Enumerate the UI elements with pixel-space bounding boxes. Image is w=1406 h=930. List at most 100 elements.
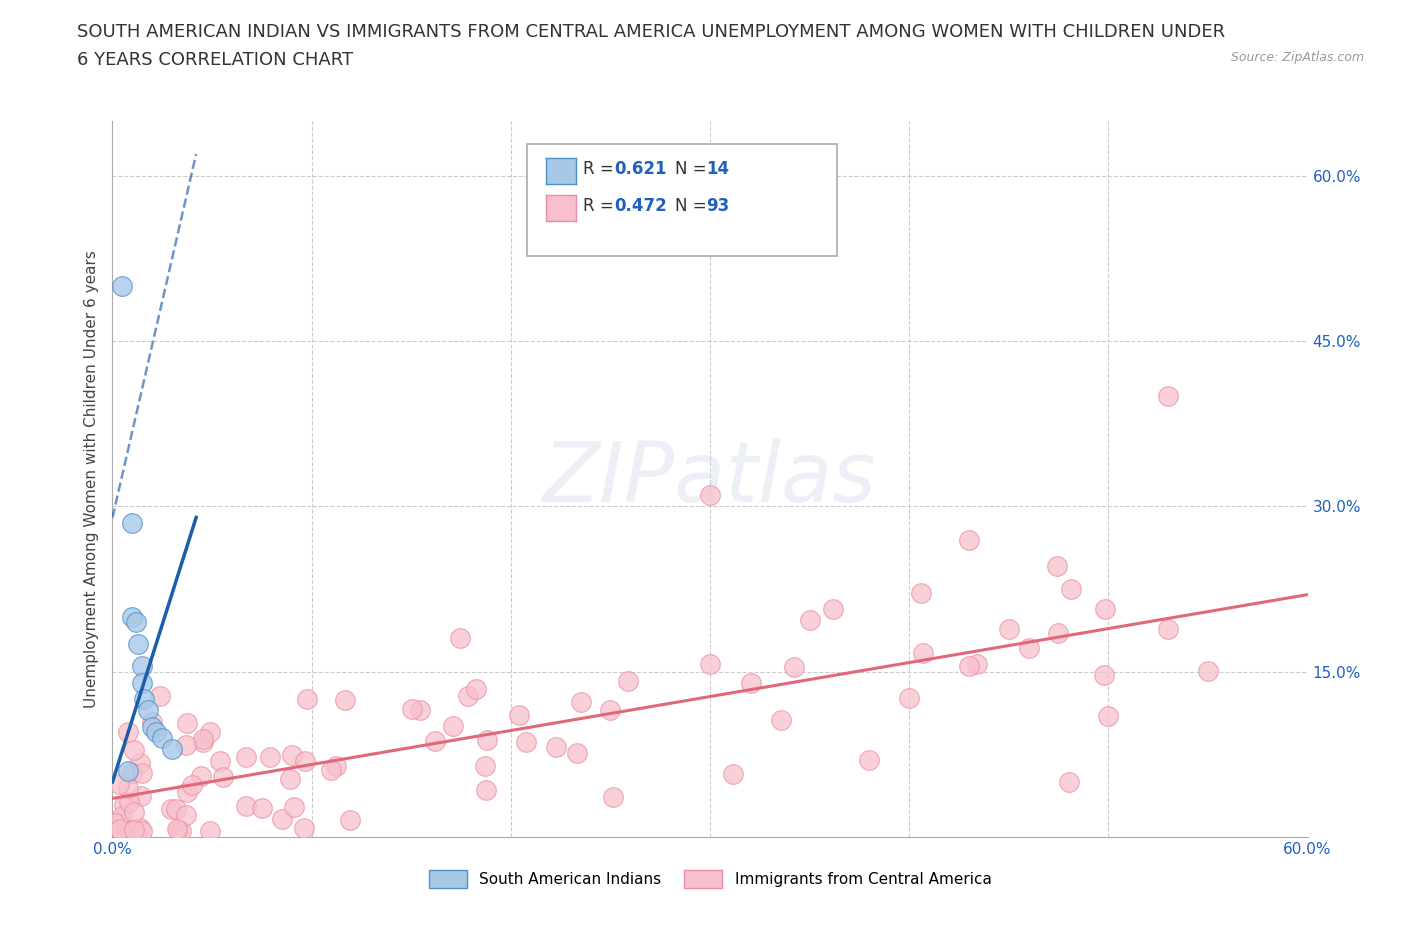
Point — [1157, 621, 1180, 636]
Point — [1094, 602, 1116, 617]
Point — [110, 808, 132, 823]
Text: N =: N = — [675, 197, 711, 216]
Point — [858, 752, 880, 767]
Point — [770, 712, 793, 727]
Point — [966, 657, 988, 671]
Point — [131, 765, 153, 780]
Point — [150, 730, 173, 745]
Point — [699, 488, 721, 503]
Point — [457, 689, 479, 704]
Point — [475, 782, 498, 797]
Point — [250, 800, 273, 815]
Point — [283, 799, 305, 814]
Text: 93: 93 — [706, 197, 730, 216]
Point — [423, 734, 446, 749]
Point — [129, 755, 152, 770]
Point — [957, 658, 980, 673]
Point — [125, 615, 148, 630]
Text: R =: R = — [583, 160, 620, 179]
Text: 0.621: 0.621 — [614, 160, 666, 179]
Point — [159, 802, 181, 817]
Point — [1046, 558, 1069, 573]
Legend: South American Indians, Immigrants from Central America: South American Indians, Immigrants from … — [423, 864, 997, 894]
Point — [176, 784, 198, 799]
Point — [783, 660, 806, 675]
Point — [325, 759, 347, 774]
Y-axis label: Unemployment Among Women with Children Under 6 years: Unemployment Among Women with Children U… — [83, 250, 98, 708]
Point — [740, 675, 762, 690]
Point — [176, 715, 198, 730]
Point — [281, 748, 304, 763]
Point — [121, 765, 143, 780]
Point — [166, 821, 188, 836]
Point — [333, 693, 356, 708]
Point — [131, 675, 153, 690]
Point — [174, 808, 197, 823]
Point — [121, 515, 143, 530]
Point — [270, 812, 292, 827]
Text: 0.472: 0.472 — [614, 197, 668, 216]
Point — [124, 743, 146, 758]
Point — [149, 688, 172, 703]
Point — [292, 821, 315, 836]
Point — [111, 279, 134, 294]
Point — [131, 658, 153, 673]
Point — [569, 695, 592, 710]
Point — [441, 719, 464, 734]
Point — [508, 708, 530, 723]
Point — [1092, 668, 1115, 683]
Point — [259, 750, 281, 764]
Point — [1046, 626, 1069, 641]
Point — [108, 777, 131, 791]
Point — [104, 815, 127, 830]
Point — [190, 768, 212, 783]
Point — [409, 702, 432, 717]
Point — [127, 637, 149, 652]
Point — [129, 789, 152, 804]
Point — [474, 759, 496, 774]
Text: R =: R = — [583, 197, 620, 216]
Point — [138, 703, 160, 718]
Point — [401, 702, 423, 717]
Point — [821, 602, 844, 617]
Point — [912, 645, 935, 660]
Point — [449, 631, 471, 645]
Point — [131, 824, 153, 839]
Point — [165, 802, 187, 817]
Point — [134, 692, 156, 707]
Text: Source: ZipAtlas.com: Source: ZipAtlas.com — [1230, 51, 1364, 64]
Point — [117, 724, 139, 739]
Text: 6 YEARS CORRELATION CHART: 6 YEARS CORRELATION CHART — [77, 51, 353, 69]
Point — [319, 763, 342, 777]
Point — [170, 824, 193, 839]
Point — [898, 691, 921, 706]
Point — [118, 795, 141, 810]
Point — [465, 682, 488, 697]
Point — [602, 790, 624, 804]
Point — [145, 724, 167, 739]
Point — [212, 770, 235, 785]
Point — [198, 824, 221, 839]
Text: 14: 14 — [706, 160, 728, 179]
Point — [1018, 641, 1040, 656]
Point — [141, 720, 163, 735]
Point — [180, 777, 202, 792]
Text: SOUTH AMERICAN INDIAN VS IMMIGRANTS FROM CENTRAL AMERICA UNEMPLOYMENT AMONG WOME: SOUTH AMERICAN INDIAN VS IMMIGRANTS FROM… — [77, 23, 1226, 41]
Point — [191, 734, 214, 749]
Text: N =: N = — [675, 160, 711, 179]
Point — [699, 657, 721, 671]
Point — [117, 780, 139, 795]
Point — [1097, 708, 1119, 723]
Point — [477, 733, 499, 748]
Point — [1197, 664, 1219, 679]
Point — [162, 741, 183, 756]
Point — [191, 732, 214, 747]
Text: ZIPatlas: ZIPatlas — [543, 438, 877, 520]
Point — [544, 739, 567, 754]
Point — [1059, 581, 1081, 596]
Point — [112, 797, 135, 812]
Point — [799, 612, 821, 627]
Point — [617, 673, 640, 688]
Point — [122, 804, 145, 819]
Point — [235, 750, 257, 764]
